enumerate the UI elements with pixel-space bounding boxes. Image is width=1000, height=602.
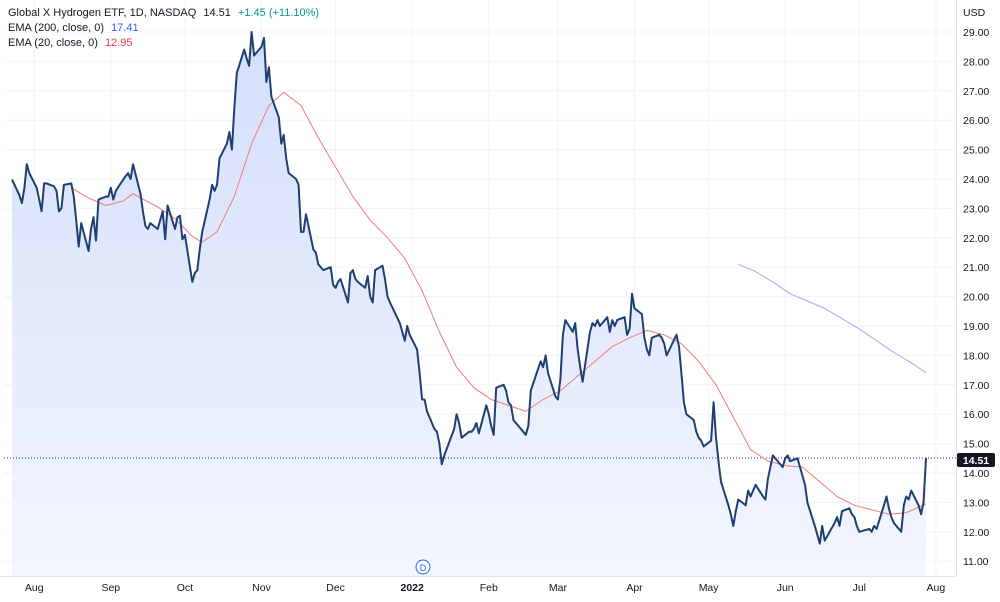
legend-ema200-value: 17.41 — [111, 22, 139, 34]
y-tick-label: 12.00 — [963, 527, 989, 539]
price-badge-bg — [957, 453, 995, 467]
legend-change: +1.45 (+11.10%) — [237, 7, 320, 19]
dividend-marker-label: D — [420, 563, 427, 573]
y-tick-label: 27.00 — [963, 86, 989, 98]
x-tick-label: Jul — [853, 582, 866, 594]
x-tick-label: Oct — [177, 582, 193, 594]
x-tick-label: May — [699, 582, 720, 594]
x-tick-label: Aug — [25, 582, 44, 594]
x-tick-label: 2022 — [401, 582, 425, 594]
y-tick-label: 11.00 — [963, 556, 989, 568]
chart-legend: Global X Hydrogen ETF, 1D, NASDAQ 14.51 … — [8, 6, 319, 51]
x-tick-label: Nov — [252, 582, 271, 594]
price-badge-label: 14.51 — [963, 455, 989, 467]
x-axis[interactable]: Aug Sep Oct Nov Dec 2022 Feb Mar Apr May Jun Jul Aug — [25, 582, 945, 594]
y-tick-label: 25.00 — [963, 145, 989, 157]
legend-ema20[interactable]: EMA (20, close, 0) 12.95 — [8, 36, 319, 51]
legend-ema200[interactable]: EMA (200, close, 0) 17.41 — [8, 21, 319, 36]
legend-main[interactable]: Global X Hydrogen ETF, 1D, NASDAQ 14.51 … — [8, 6, 319, 21]
price-line — [11, 31, 927, 545]
legend-symbol-title: Global X Hydrogen ETF, 1D, NASDAQ — [8, 7, 197, 19]
dividend-marker[interactable]: D — [415, 559, 431, 575]
x-tick-label: Mar — [549, 582, 568, 594]
x-tick-label: Dec — [326, 582, 345, 594]
y-tick-label: 17.00 — [963, 380, 989, 392]
legend-ema20-value: 12.95 — [104, 37, 133, 49]
y-tick-label: 16.00 — [963, 409, 989, 421]
y-tick-label: 26.00 — [963, 115, 989, 127]
legend-ema200-label: EMA (200, close, 0) — [8, 22, 104, 34]
y-tick-label: 22.00 — [963, 233, 989, 245]
y-tick-label: 14.00 — [963, 468, 989, 480]
y-tick-label: 28.00 — [963, 56, 989, 68]
legend-last-price: 14.51 — [203, 7, 231, 19]
x-tick-label: Feb — [480, 582, 498, 594]
x-tick-label: Apr — [626, 582, 643, 594]
y-tick-label: 13.00 — [963, 497, 989, 509]
y-tick-label: 15.00 — [963, 439, 989, 451]
ema200-line — [738, 263, 927, 374]
price-area-fill — [12, 32, 926, 576]
y-tick-label: 29.00 — [963, 27, 989, 39]
y-tick-label: 20.00 — [963, 292, 989, 304]
x-tick-label: Jun — [777, 582, 794, 594]
legend-ema20-label: EMA (20, close, 0) — [8, 37, 98, 49]
y-tick-label: 21.00 — [963, 262, 989, 274]
price-badge: 14.51 — [957, 453, 995, 467]
dividend-marker-circle[interactable] — [415, 559, 431, 575]
y-tick-label: 19.00 — [963, 321, 989, 333]
y-axis[interactable]: 11.00 12.00 13.00 14.00 15.00 16.00 17.00 18.00… — [963, 27, 989, 568]
x-tick-label: Sep — [101, 582, 120, 594]
y-tick-label: 23.00 — [963, 203, 989, 215]
currency-label: USD — [963, 7, 986, 19]
y-tick-label: 24.00 — [963, 174, 989, 186]
y-tick-label: 18.00 — [963, 350, 989, 362]
x-tick-label: Aug — [927, 582, 946, 594]
